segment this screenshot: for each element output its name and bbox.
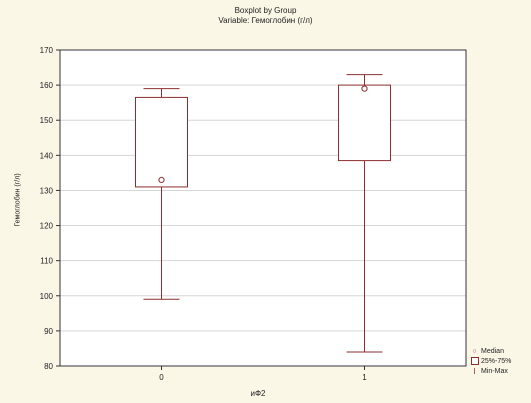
legend-whisker-label: Min-Max <box>481 367 508 375</box>
chart-title: Boxplot by Group <box>234 6 297 15</box>
median-marker <box>361 85 368 92</box>
y-axis-label: Гемоглобин (г/л) <box>14 173 22 227</box>
median-marker-icon: ○ <box>472 347 477 355</box>
y-tick-label: 80 <box>44 362 53 371</box>
legend-median: ○ Median <box>470 346 511 356</box>
plot-frame <box>59 49 467 367</box>
x-tick-label: 0 <box>159 373 164 382</box>
legend: ○ Median 25%-75% Ι Min-Max <box>470 346 511 376</box>
y-tick-label: 150 <box>40 116 54 125</box>
y-tick-label: 170 <box>40 46 54 55</box>
y-tick-label: 120 <box>40 222 54 231</box>
x-tick-label: 1 <box>362 373 367 382</box>
iqr-box <box>338 84 391 162</box>
legend-whisker: Ι Min-Max <box>470 366 511 376</box>
legend-median-label: Median <box>481 347 504 355</box>
iqr-box <box>135 96 188 188</box>
y-tick-label: 100 <box>40 292 54 301</box>
y-tick-label: 90 <box>44 327 53 336</box>
legend-box-label: 25%-75% <box>481 357 512 365</box>
legend-box: 25%-75% <box>470 356 511 366</box>
y-tick-label: 140 <box>40 151 54 160</box>
y-tick-label: 110 <box>40 257 53 266</box>
median-marker <box>158 176 165 184</box>
whisker-icon: Ι <box>473 366 476 376</box>
y-tick-label: 160 <box>40 81 54 90</box>
x-axis-label: иФ2 <box>250 389 266 398</box>
y-tick-label: 130 <box>40 186 54 195</box>
chart-subtitle: Variable: Гемоглобин (г/л) <box>218 16 313 25</box>
box-swatch-icon <box>471 357 479 365</box>
plot-area <box>60 50 466 366</box>
